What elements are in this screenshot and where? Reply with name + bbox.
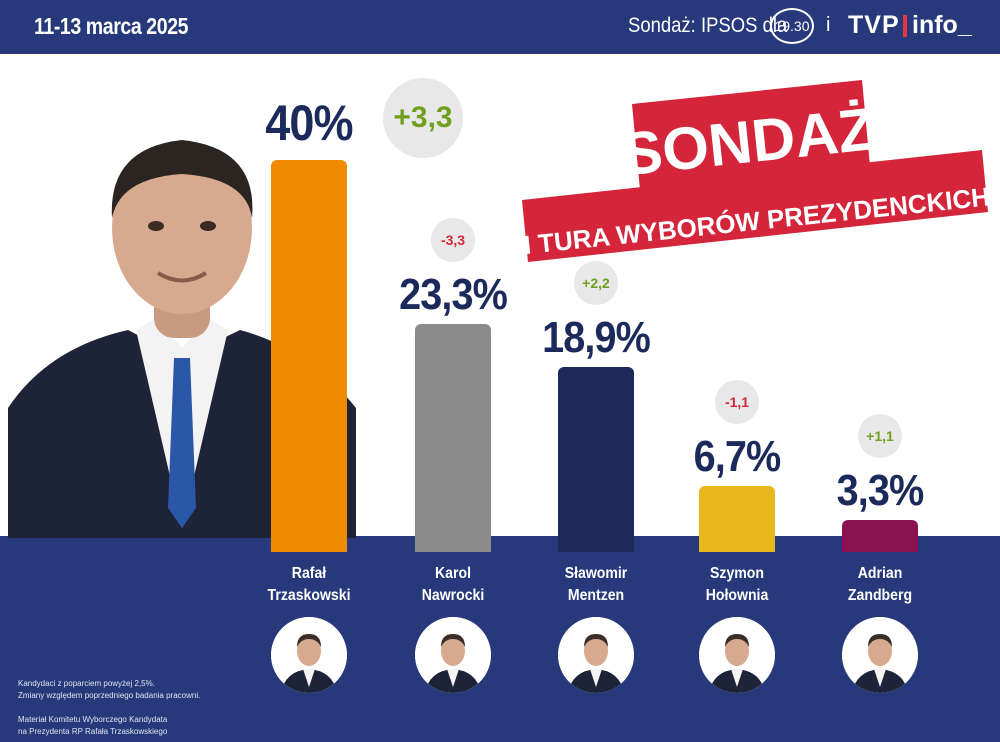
footnote-threshold: Kandydaci z poparciem powyżej 2,5%. [18,679,155,688]
change-badge: +3,3 [383,78,463,158]
candidate-avatar [271,617,347,693]
footnote-changes: Zmiany względem poprzedniego badania pra… [18,691,201,700]
candidate-last-name: Hołownia [705,587,769,604]
bar-value-label: 23,3% [399,270,508,319]
ribbon-top [632,80,870,190]
candidate-portrait [8,140,356,538]
candidate-avatar [558,617,634,693]
footnote-committee: Materiał Komitetu Wyborczego Kandydata [18,715,168,724]
candidate-last-name: Zandberg [847,587,913,604]
header-separator: i [826,14,831,36]
change-badge: +2,2 [574,261,618,305]
bottom-band [0,536,1000,742]
candidate-name: Rafał Trzaskowski [256,563,362,607]
candidate-name: Karol Nawrocki [400,563,506,607]
candidate-name: Sławomir Mentzen [543,563,649,607]
bar-5 [842,520,918,552]
change-badge: -3,3 [431,218,475,262]
poll-source: Sondaż: IPSOS dla [628,14,788,37]
candidate-first-name: Rafał [291,565,327,582]
bar-2 [415,324,491,552]
change-badge: -1,1 [715,380,759,424]
candidate-avatar [415,617,491,693]
candidate-last-name: Nawrocki [421,587,485,604]
bar-value-label: 18,9% [542,313,651,362]
candidate-name: Szymon Hołownia [684,563,790,607]
bar-value-label: 6,7% [693,432,782,481]
candidate-first-name: Karol [435,565,471,582]
footnote-candidate: na Prezydenta RP Rafała Trzaskowskiego [18,727,168,736]
candidate-avatar [699,617,775,693]
bar-value-label: 40% [265,95,353,151]
candidate-name: Adrian Zandberg [827,563,933,607]
candidate-avatar [842,617,918,693]
title-ribbon: SONDAŻ I TURA WYBORÓW PREZYDENCKICH [522,80,991,262]
tvp-logo: TVP [848,11,900,39]
change-badge: +1,1 [858,414,902,458]
bar-4 [699,486,775,552]
program-badge: 19.30 [770,8,814,44]
candidate-first-name: Adrian [857,565,903,582]
poll-date: 11-13 marca 2025 [34,13,189,39]
info-logo: info_ [912,11,972,39]
candidate-first-name: Sławomir [564,565,628,582]
bar-value-label: 3,3% [836,466,925,515]
bar-1 [271,160,347,552]
candidate-last-name: Mentzen [567,587,625,604]
bar-3 [558,367,634,552]
header-bar: 11-13 marca 2025 Sondaż: IPSOS dla 19.30… [0,0,1000,54]
candidate-first-name: Szymon [710,565,764,582]
ribbon-bottom [522,150,988,262]
candidate-last-name: Trzaskowski [267,587,351,604]
logo-divider [903,15,907,37]
